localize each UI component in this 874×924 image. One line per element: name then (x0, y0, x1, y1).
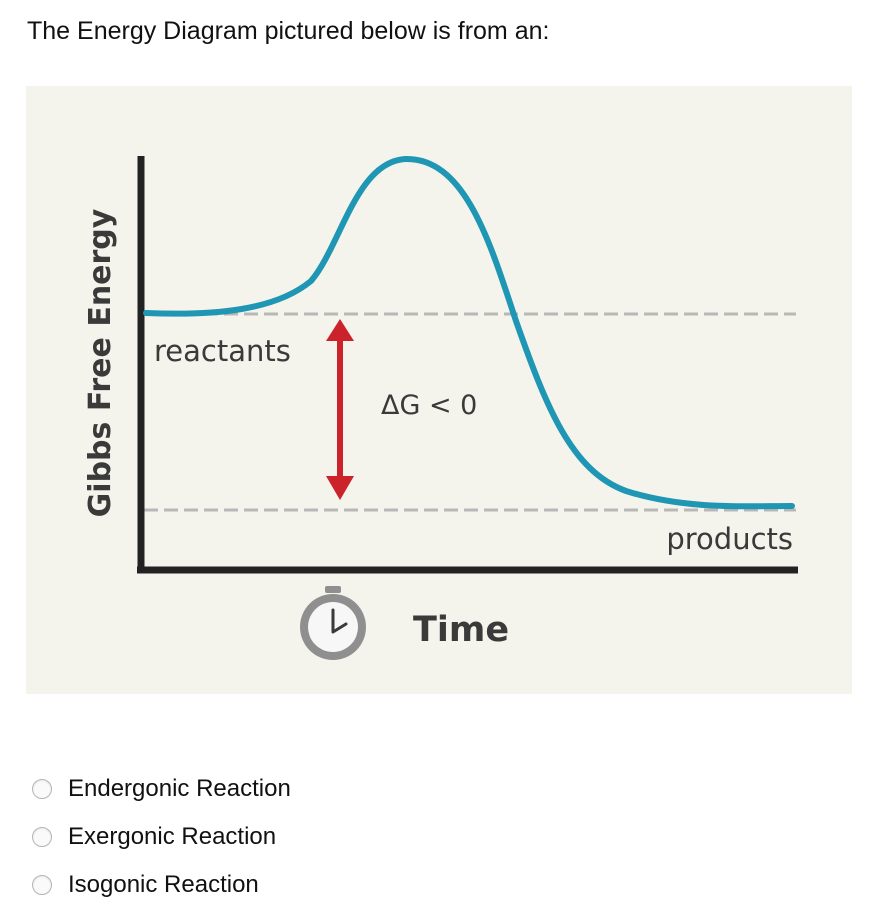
answer-options: Endergonic Reaction Exergonic Reaction I… (32, 765, 291, 909)
radio-button-exergonic[interactable] (32, 827, 52, 847)
radio-button-isogonic[interactable] (32, 875, 52, 895)
option-label-isogonic[interactable]: Isogonic Reaction (68, 871, 259, 898)
question-text: The Energy Diagram pictured below is fro… (27, 17, 550, 45)
y-axis-label: Gibbs Free Energy (83, 208, 118, 517)
option-label-endergonic[interactable]: Endergonic Reaction (68, 775, 291, 802)
stopwatch-icon (300, 586, 366, 660)
energy-diagram-figure: Gibbs Free Energy reactants ΔG < 0 produ… (26, 86, 852, 694)
delta-g-arrow (326, 319, 354, 500)
reactants-label: reactants (154, 334, 291, 368)
energy-curve (143, 155, 795, 510)
radio-button-endergonic[interactable] (32, 779, 52, 799)
diagram-background (26, 86, 852, 694)
products-label: products (666, 522, 793, 556)
option-label-exergonic[interactable]: Exergonic Reaction (68, 823, 277, 850)
option-isogonic[interactable]: Isogonic Reaction (32, 861, 291, 909)
option-endergonic[interactable]: Endergonic Reaction (32, 765, 291, 813)
x-axis-label: Time (413, 610, 509, 650)
delta-g-label: ΔG < 0 (381, 390, 477, 421)
energy-diagram: Gibbs Free Energy reactants ΔG < 0 produ… (26, 86, 852, 694)
option-exergonic[interactable]: Exergonic Reaction (32, 813, 291, 861)
